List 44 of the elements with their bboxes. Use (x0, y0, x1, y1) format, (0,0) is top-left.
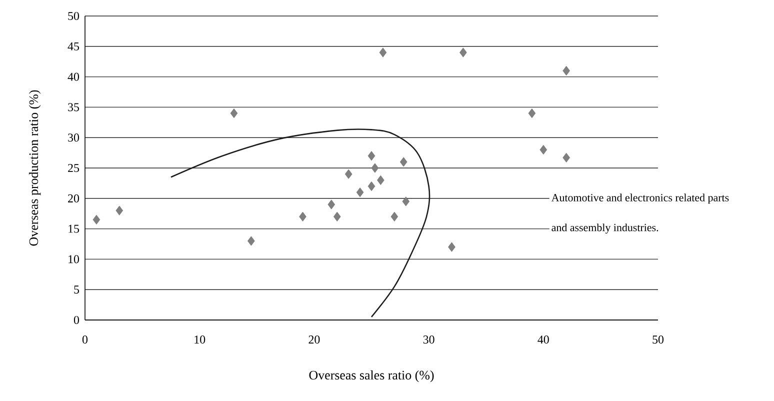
y-tick-label: 0 (74, 316, 80, 324)
point (334, 212, 341, 222)
x-tick-label: 40 (538, 336, 549, 344)
point (402, 196, 410, 206)
point (299, 212, 306, 222)
y-tick-label: 15 (68, 224, 80, 233)
y-tick-label: 20 (68, 194, 80, 202)
y-tick-label: 25 (68, 164, 80, 172)
point (368, 181, 376, 191)
point (230, 108, 238, 118)
y-tick-label: 35 (68, 103, 80, 112)
point (344, 169, 352, 179)
x-tick-label: 0 (82, 336, 88, 344)
y-axis-title: Overseas production ratio (%) (28, 90, 41, 246)
point (92, 214, 100, 224)
point (390, 212, 398, 222)
y-tick-label: 50 (68, 12, 80, 20)
text: Automotive and electronics related parts and assembly industries. (551, 194, 729, 234)
y-tick-label: 10 (68, 255, 80, 264)
point (460, 48, 467, 58)
y-tick-label: 40 (68, 72, 80, 81)
x-tick-label: 10 (194, 336, 206, 344)
y-tick-label: 5 (74, 286, 80, 294)
point (562, 152, 570, 162)
y-tick-label: 30 (68, 134, 80, 142)
point (248, 236, 255, 246)
x-tick-label: 50 (652, 336, 664, 344)
point (562, 66, 570, 76)
line-series (170, 128, 430, 318)
point (368, 151, 376, 161)
point (356, 188, 364, 198)
y-tick-label: 45 (68, 42, 80, 50)
point (379, 48, 387, 58)
x-axis-title: Overseas sales ratio (%) (309, 370, 434, 382)
point (528, 108, 536, 118)
point (448, 242, 456, 252)
point (328, 200, 335, 210)
point (377, 175, 384, 185)
x-tick-label: 30 (423, 336, 434, 344)
point (116, 206, 123, 216)
x-tick-label: 20 (308, 336, 320, 344)
point (371, 163, 379, 173)
point (400, 157, 408, 167)
point (540, 145, 547, 155)
